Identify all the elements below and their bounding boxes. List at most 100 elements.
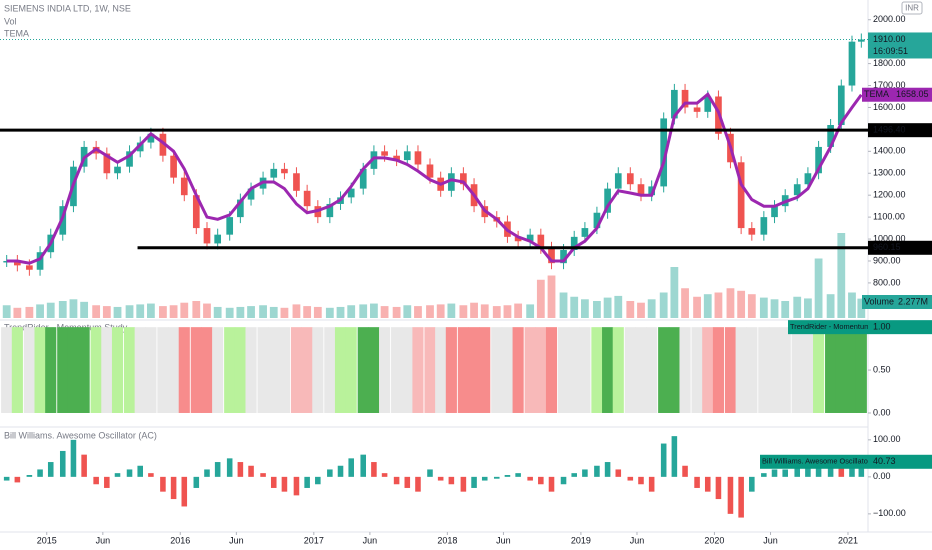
candle-body <box>114 166 121 174</box>
volume-bar <box>80 301 89 318</box>
ao-bar <box>782 469 788 477</box>
momentum-bar <box>779 327 791 413</box>
momentum-bar <box>457 327 469 413</box>
y-tick-label: 100.00 <box>873 434 901 444</box>
momentum-bar <box>368 327 380 413</box>
volume-bar <box>647 299 656 318</box>
momentum-bar <box>234 327 246 413</box>
candle-body <box>226 217 234 235</box>
candle-body <box>192 195 200 229</box>
ao-bar <box>281 476 288 492</box>
volume-bar <box>826 294 835 318</box>
momentum-bar <box>245 327 257 413</box>
momentum-bar <box>668 327 680 413</box>
candle-body <box>14 260 21 266</box>
ao-bar <box>838 463 845 477</box>
momentum-bar <box>379 327 391 413</box>
momentum-bar <box>67 327 80 413</box>
currency[interactable]: INR <box>905 4 919 13</box>
momentum-bar <box>57 327 69 413</box>
currency-box[interactable] <box>901 1 923 15</box>
candle-body <box>614 173 622 189</box>
y-tick-label: 1400.00 <box>873 146 906 156</box>
momentum-bar <box>190 327 202 413</box>
volume-bar <box>325 307 334 318</box>
candle-body <box>147 133 155 143</box>
volume-bar <box>503 305 512 318</box>
candle-body <box>760 217 768 235</box>
level-label: 1496.40 <box>873 125 906 135</box>
momentum-bar <box>855 327 867 413</box>
volume-bar <box>447 303 456 318</box>
ao-bar <box>604 462 611 477</box>
ao-bar <box>527 476 533 481</box>
volume-bar <box>726 288 735 318</box>
volume-bar <box>436 304 445 318</box>
momentum-bar <box>512 327 524 413</box>
candle-body <box>103 153 111 174</box>
candle-body <box>3 260 11 263</box>
volume-bar <box>147 303 155 318</box>
ao-bar <box>671 436 678 477</box>
momentum-bar <box>268 327 280 413</box>
momentum-bar <box>324 327 336 413</box>
momentum-bar <box>123 327 136 413</box>
volume-bar <box>292 304 301 318</box>
ao-bar <box>560 476 567 485</box>
ao-bar <box>348 458 354 477</box>
ao-bar <box>504 475 511 477</box>
momentum-bar <box>401 327 413 413</box>
ao-bar <box>794 467 801 477</box>
ao-bar <box>582 469 588 477</box>
ao-bar <box>415 476 421 492</box>
momentum-bar <box>178 327 190 413</box>
ao-bar <box>137 465 143 477</box>
volume-bar <box>547 275 556 318</box>
ao-bar <box>460 476 467 492</box>
candle-body <box>393 155 400 161</box>
momentum-bar <box>257 327 269 413</box>
volume-bar <box>536 279 545 318</box>
level-label: 960.15 <box>873 242 901 252</box>
candle-body <box>247 188 255 200</box>
x-tick-label: Jun <box>96 535 111 545</box>
momentum-bar <box>791 327 803 413</box>
volume-bar <box>581 299 589 318</box>
volume-bar <box>225 307 234 318</box>
ao-bar <box>761 473 767 477</box>
momentum-bar <box>34 327 46 413</box>
volume-bar <box>370 303 378 318</box>
momentum-bar <box>768 327 781 413</box>
y-tick-label: 1300.00 <box>873 168 906 178</box>
volume-bar <box>804 298 812 318</box>
momentum-bar <box>11 327 23 413</box>
ao-bar <box>448 476 455 485</box>
x-tick-label: 2018 <box>437 535 457 545</box>
volume-bar <box>269 306 278 318</box>
volume-bar <box>347 305 356 318</box>
candle-body <box>370 151 378 169</box>
volume-bar <box>814 258 823 318</box>
ao-bar <box>160 476 166 492</box>
volume-bar <box>159 306 167 318</box>
x-tick-label: Jun <box>496 535 511 545</box>
volume-bar <box>714 292 723 318</box>
momentum-bar <box>501 327 514 413</box>
volume-bar <box>392 306 401 318</box>
ao-bar <box>337 465 344 477</box>
ao-bar <box>827 462 834 477</box>
ao-bar <box>615 469 622 477</box>
candle-body <box>771 206 778 218</box>
level-pill <box>868 240 932 255</box>
countdown: 16:09:51 <box>873 46 908 56</box>
candle-body <box>693 107 701 112</box>
candle-body <box>537 234 545 248</box>
candle-body <box>793 184 801 196</box>
ao-bar <box>170 476 177 500</box>
candle-body <box>448 173 455 191</box>
y-tick-label: 1100.00 <box>873 211 905 221</box>
momentum-bar <box>357 327 369 413</box>
candle-body <box>414 151 422 165</box>
ao-bar <box>515 473 521 477</box>
tema-name: TEMA <box>864 89 889 99</box>
